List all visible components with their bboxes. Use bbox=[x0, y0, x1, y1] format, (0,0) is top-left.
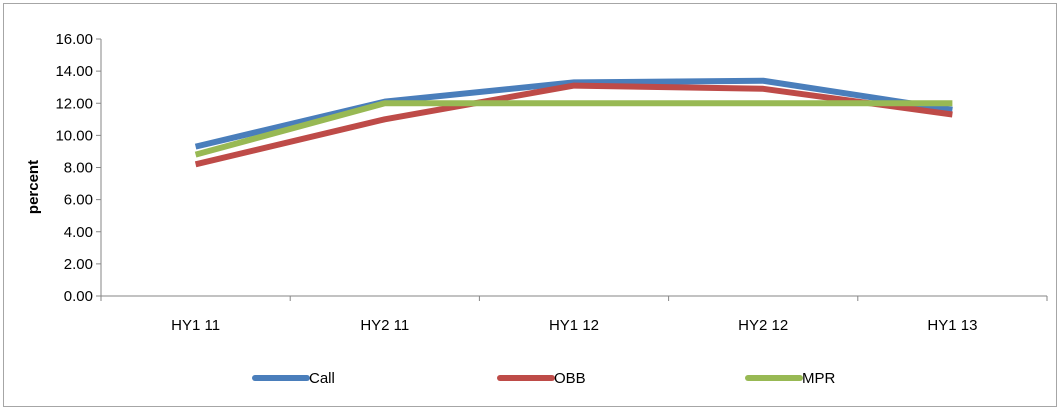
series-lines bbox=[194, 77, 953, 168]
legend-label-call: Call bbox=[309, 370, 335, 387]
series-line-call bbox=[194, 77, 953, 150]
x-tick-labels: HY1 11 HY2 11 HY1 12 HY2 12 HY1 13 bbox=[171, 317, 977, 334]
x-tick-label: HY2 12 bbox=[738, 317, 788, 334]
y-tick-label: 8.00 bbox=[64, 160, 93, 177]
series-line-obb bbox=[194, 82, 953, 168]
y-tick-label: 16.00 bbox=[55, 31, 93, 48]
x-tick-label: HY1 13 bbox=[927, 317, 977, 334]
y-tick-label: 14.00 bbox=[55, 63, 93, 80]
series-line-mpr bbox=[194, 100, 953, 158]
y-axis-title: percent bbox=[25, 160, 42, 214]
legend-label-obb: OBB bbox=[554, 370, 586, 387]
y-tick-label: 0.00 bbox=[64, 288, 93, 305]
x-tick-label: HY1 11 bbox=[171, 317, 220, 334]
y-tick-label: 10.00 bbox=[55, 127, 93, 144]
y-tick-label: 2.00 bbox=[64, 256, 93, 273]
y-tick-label: 6.00 bbox=[64, 192, 93, 209]
y-tick-labels: 0.00 2.00 4.00 6.00 8.00 10.00 12.00 14.00 16.00 bbox=[55, 31, 93, 305]
chart-frame bbox=[3, 3, 1057, 407]
y-tick-label: 12.00 bbox=[55, 95, 93, 112]
legend: Call OBB MPR bbox=[252, 370, 836, 387]
x-tick-label: HY1 12 bbox=[549, 317, 599, 334]
y-tick-label: 4.00 bbox=[64, 224, 93, 241]
legend-label-mpr: MPR bbox=[802, 370, 836, 387]
x-tick-label: HY2 11 bbox=[360, 317, 409, 334]
axes bbox=[96, 38, 1048, 301]
